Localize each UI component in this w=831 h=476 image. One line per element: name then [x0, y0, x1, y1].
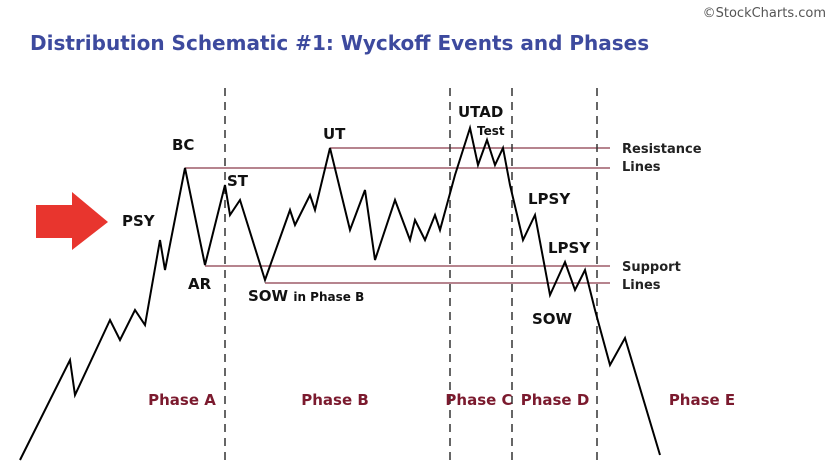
event-label: LPSY [528, 190, 571, 208]
event-label: UT [323, 125, 346, 143]
event-label: PSY [122, 212, 156, 230]
phase-label: Phase D [521, 391, 590, 409]
level-label: Lines [622, 160, 661, 175]
title: Distribution Schematic #1: Wyckoff Event… [30, 31, 649, 55]
arrow [36, 192, 108, 250]
event-label: Test [477, 124, 505, 138]
phase-dividers [224, 88, 598, 460]
level-label: Lines [622, 278, 661, 293]
event-label: UTAD [458, 103, 503, 121]
event-label: AR [188, 275, 212, 293]
event-note: in Phase B [293, 290, 364, 304]
phase-label: Phase C [445, 391, 512, 409]
event-label: SOW [248, 287, 289, 305]
level-label: Support [622, 260, 681, 275]
event-label: LPSY [548, 239, 591, 257]
phase-label: Phase B [301, 391, 369, 409]
event-label: SOW in Phase B [248, 287, 364, 305]
level-lines [185, 147, 610, 284]
event-label: BC [172, 136, 194, 154]
phase-label: Phase A [148, 391, 216, 409]
event-label: ST [227, 172, 249, 190]
phase-label: Phase E [669, 391, 735, 409]
price-path [19, 124, 661, 461]
event-label: SOW [532, 310, 573, 328]
level-label: Resistance [622, 142, 702, 157]
watermark: ©StockCharts.com [703, 6, 826, 21]
